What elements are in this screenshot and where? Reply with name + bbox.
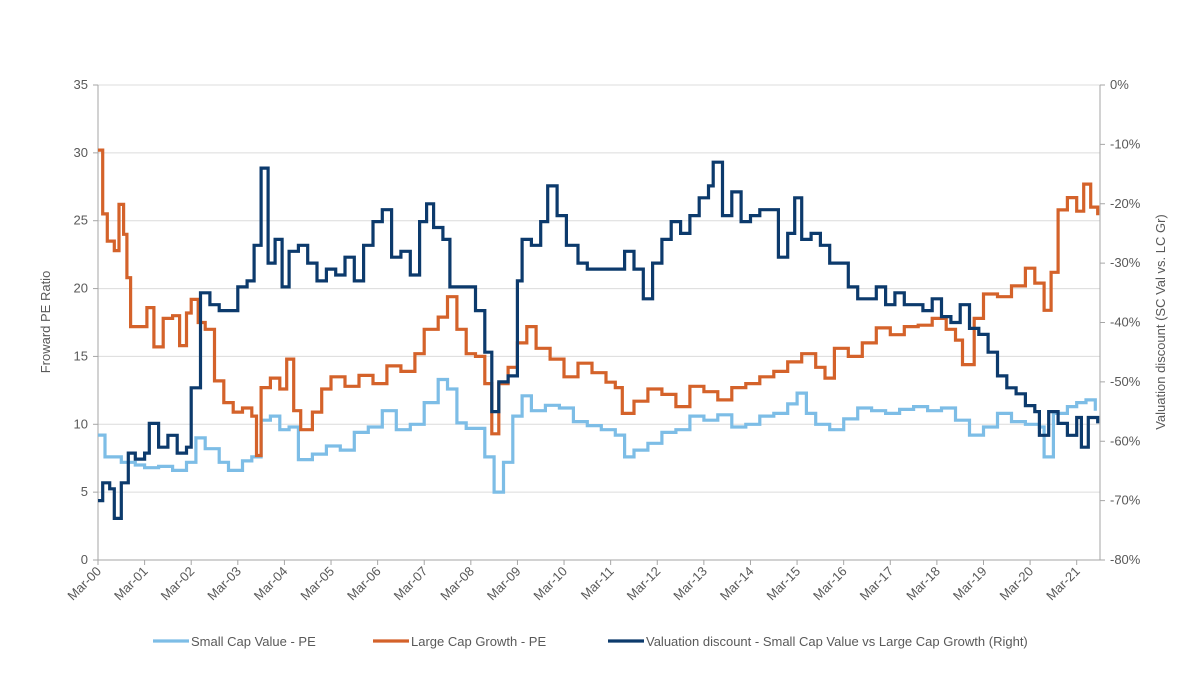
x-tick-label: Mar-00 — [64, 564, 104, 604]
x-tick-label: Mar-05 — [297, 564, 337, 604]
series-lines — [98, 148, 1100, 520]
x-tick-label: Mar-04 — [251, 564, 291, 604]
right-tick-label: -70% — [1110, 493, 1141, 508]
x-tick-label: Mar-09 — [484, 564, 524, 604]
left-axis-title: Froward PE Ratio — [38, 271, 53, 374]
left-tick-label: 15 — [74, 348, 88, 363]
right-tick-label: -20% — [1110, 196, 1141, 211]
x-tick-label: Mar-20 — [996, 564, 1036, 604]
legend-label-1: Small Cap Value - PE — [191, 634, 316, 649]
left-tick-label: 20 — [74, 281, 88, 296]
right-tick-label: -10% — [1110, 136, 1141, 151]
right-tick-label: -60% — [1110, 433, 1141, 448]
x-tick-label: Mar-02 — [158, 564, 198, 604]
left-y-axis-ticks: 0 5 10 15 20 25 30 35 — [74, 77, 98, 567]
left-tick-label: 5 — [81, 484, 88, 499]
x-tick-label: Mar-01 — [111, 564, 151, 604]
x-tick-label: Mar-17 — [857, 564, 897, 604]
legend-label-3: Valuation discount - Small Cap Value vs … — [646, 634, 1028, 649]
legend: Small Cap Value - PE Large Cap Growth - P… — [153, 634, 1028, 649]
left-tick-label: 25 — [74, 213, 88, 228]
series-line-2 — [98, 148, 1100, 458]
x-tick-label: Mar-06 — [344, 564, 384, 604]
x-tick-label: Mar-14 — [717, 564, 757, 604]
x-tick-label: Mar-15 — [763, 564, 803, 604]
x-tick-label: Mar-08 — [437, 564, 477, 604]
left-tick-label: 10 — [74, 416, 88, 431]
right-tick-label: -40% — [1110, 315, 1141, 330]
right-tick-label: -50% — [1110, 374, 1141, 389]
right-tick-label: -30% — [1110, 255, 1141, 270]
x-tick-label: Mar-11 — [578, 564, 617, 603]
series-line-3 — [98, 160, 1100, 520]
right-tick-label: 0% — [1110, 77, 1129, 92]
x-tick-label: Mar-07 — [391, 564, 431, 604]
x-tick-label: Mar-19 — [950, 564, 990, 604]
x-tick-label: Mar-16 — [810, 564, 850, 604]
left-tick-label: 0 — [81, 552, 88, 567]
left-tick-label: 30 — [74, 145, 88, 160]
legend-label-2: Large Cap Growth - PE — [411, 634, 546, 649]
series-line-1 — [98, 377, 1097, 494]
x-tick-label: Mar-12 — [624, 564, 664, 604]
x-axis-ticks: Mar-00 Mar-01 Mar-02 Mar-03 Mar-04 Mar-05 Mar-… — [64, 560, 1083, 604]
x-tick-label: Mar-21 — [1043, 564, 1083, 604]
left-tick-label: 35 — [74, 77, 88, 92]
right-y-axis-ticks: 0% -10% -20% -30% -40% -50% -60% -70% -80% — [1100, 77, 1141, 567]
x-tick-label: Mar-13 — [670, 564, 710, 604]
right-axis-title: Valuation discount (SC Val vs. LC Gr) — [1153, 214, 1168, 430]
x-tick-label: Mar-10 — [530, 564, 570, 604]
gridlines — [98, 84, 1100, 493]
right-tick-label: -80% — [1110, 552, 1141, 567]
x-tick-label: Mar-18 — [903, 564, 943, 604]
x-tick-label: Mar-03 — [204, 564, 244, 604]
